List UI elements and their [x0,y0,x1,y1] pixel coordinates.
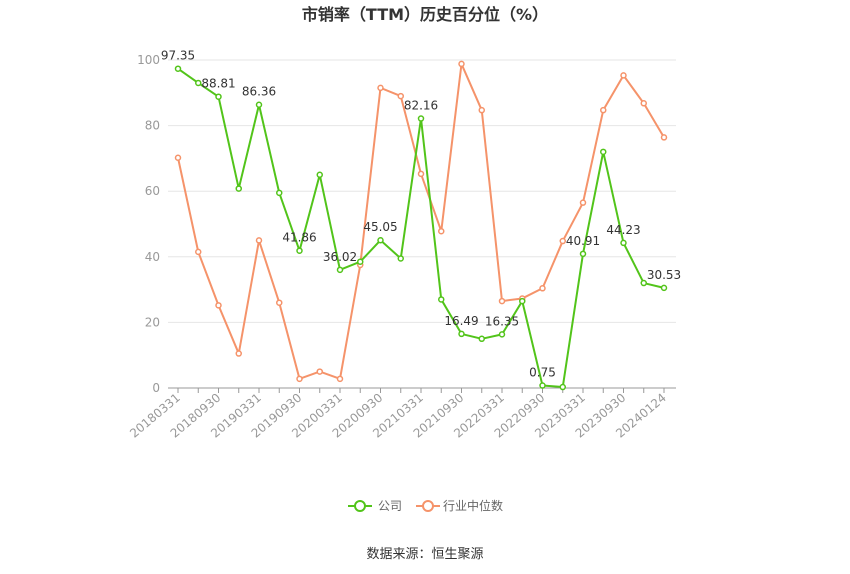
grid-lines [168,59,676,323]
data-point [438,296,445,303]
data-point [195,248,202,256]
data-point [255,237,263,244]
data-point [600,148,607,156]
legend-swatch-marker [422,500,434,512]
data-point [215,302,222,309]
data-point [296,247,303,254]
data-point [174,65,182,72]
data-point [559,237,566,245]
y-tick-label: 80 [145,119,160,133]
data-point [235,185,242,192]
data-point [660,284,668,292]
y-axis: 0 20 40 60 80 100 [137,53,160,395]
data-point [195,79,202,87]
data-label: 16.49 [444,314,478,328]
data-point [498,331,506,338]
data-point [458,330,465,338]
y-tick-label: 0 [152,381,160,395]
series-group [174,60,668,391]
data-label: 40.91 [566,234,600,248]
chart-title: 市销率（TTM）历史百分位（%） [302,5,548,24]
data-point [255,101,263,108]
data-point [498,297,506,305]
legend[interactable]: 公司 行业中位数 [348,498,503,513]
data-labels: 97.35 88.81 86.36 41.86 36.02 45.05 82.16 16.49… [161,49,681,380]
data-point [316,171,323,179]
data-label: 45.05 [363,220,397,234]
data-point [620,239,627,247]
data-label: 36.02 [323,250,357,264]
data-point [357,258,364,265]
y-tick-label: 100 [137,53,160,67]
data-point [478,106,485,114]
data-point [397,255,404,262]
data-point [235,350,242,357]
data-point [640,100,647,107]
data-point [316,368,323,375]
data-point [174,154,182,161]
y-tick-label: 40 [145,250,160,264]
data-point [296,375,303,383]
data-point [478,335,485,343]
data-label: 44.23 [606,223,640,237]
source-note: 数据来源：恒生聚源 [366,547,483,562]
data-point [276,189,283,197]
data-point [336,266,344,274]
data-point [215,93,222,100]
legend-item-industry-median[interactable]: 行业中位数 [416,498,503,513]
data-point [579,199,587,206]
data-point [417,170,425,178]
data-point [640,279,647,287]
data-label: 86.36 [242,85,276,99]
legend-swatch-marker [354,500,366,512]
data-point [377,236,384,244]
data-label: 97.35 [161,49,195,63]
data-label: 0.75 [529,366,556,380]
data-label: 88.81 [201,77,235,91]
data-point [660,134,668,141]
legend-item-company[interactable]: 公司 [348,499,402,513]
data-point [336,375,344,383]
data-point [539,382,546,389]
data-label: 82.16 [404,99,438,113]
data-point [559,383,566,391]
y-tick-label: 60 [145,184,160,198]
data-point [620,72,627,79]
data-point [276,299,283,306]
data-point [458,60,465,68]
x-axis: 2018033120180930201903312019093020200331… [127,387,676,441]
y-tick-label: 20 [145,315,160,329]
data-point [397,92,404,100]
data-point [417,115,425,122]
data-point [377,84,384,92]
data-point [539,285,546,292]
data-label: 16.35 [485,314,519,328]
data-label: 30.53 [647,268,681,282]
data-point [438,227,445,235]
legend-label: 行业中位数 [443,498,503,513]
data-point [519,297,526,305]
data-point [600,106,607,114]
data-label: 41.86 [282,231,316,245]
legend-label: 公司 [378,499,402,513]
data-point [579,250,587,258]
